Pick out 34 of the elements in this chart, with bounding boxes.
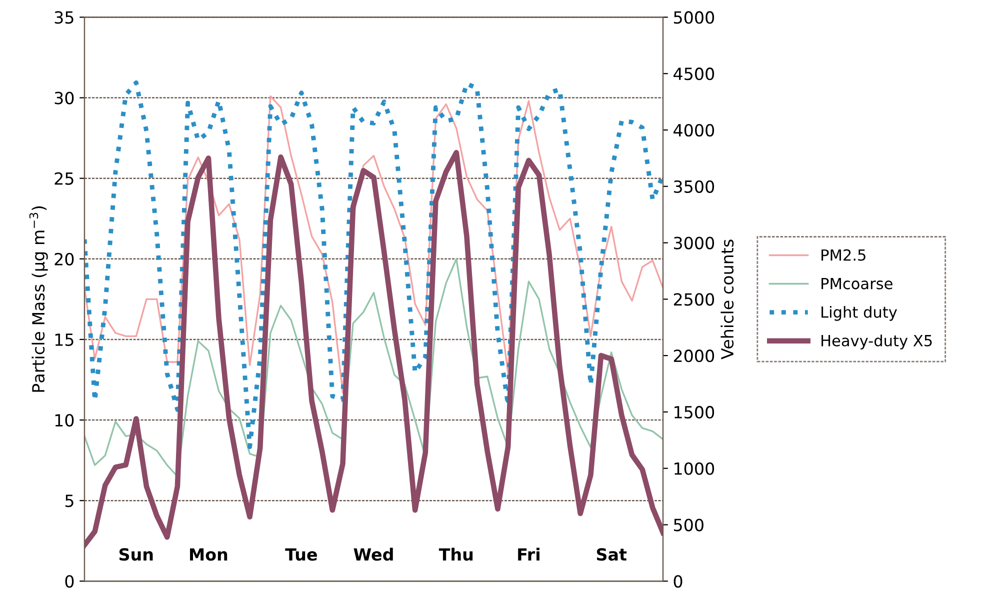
y2-axis-title: Vehicle counts (720, 240, 734, 360)
legend-label: PM2.5 (822, 249, 866, 261)
y-tick-label: 10 (55, 414, 74, 427)
y-tick-label: 15 (55, 334, 74, 346)
y2-tick-label: 500 (674, 518, 704, 532)
y-axis-title: Particle Mass (μg m$^{−3}$) (29, 206, 48, 392)
line-series (84, 80, 663, 450)
legend-label: Heavy-duty X5 (822, 334, 932, 350)
y2-tick-label: 4500 (674, 68, 714, 80)
x-tick-label: Fri (518, 548, 540, 560)
y2-tick-label: 1000 (674, 462, 714, 475)
y2-tick-label: 3000 (674, 236, 714, 250)
y2-tick-label: 3500 (674, 180, 714, 193)
y-tick-label: 0 (65, 575, 74, 588)
line-series (84, 95, 663, 394)
legend-label: PMcoarse (822, 278, 892, 290)
x-tick-label: Tue (285, 548, 317, 561)
y-tick-label: 25 (54, 172, 74, 185)
y2-tick-label: 2500 (674, 293, 714, 306)
y2-tick-label: 2000 (674, 350, 714, 362)
y-tick-label: 20 (54, 252, 74, 266)
x-tick-label: Sun (119, 548, 153, 561)
x-tick-label: Sat (596, 548, 627, 561)
x-tick-label: Wed (354, 548, 393, 561)
x-tick-label: Mon (190, 548, 228, 561)
y-tick-label: 5 (65, 494, 74, 508)
y-tick-label: 35 (54, 11, 74, 24)
legend-label: Light duty (822, 306, 897, 321)
y2-tick-label: 5000 (674, 11, 714, 24)
y2-tick-label: 1500 (674, 406, 714, 419)
x-tick-label: Thu (438, 548, 473, 561)
y2-tick-label: 4000 (674, 124, 714, 137)
y2-tick-label: 0 (674, 575, 682, 588)
y-tick-label: 30 (54, 92, 74, 104)
